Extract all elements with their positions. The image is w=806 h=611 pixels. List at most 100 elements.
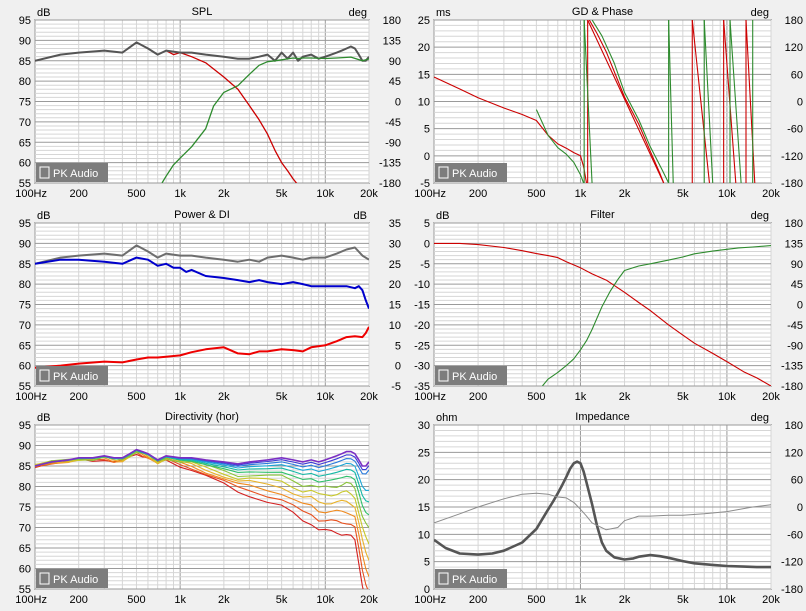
y2-tick-label: 30 [389, 238, 401, 250]
watermark-text: PK Audio [53, 574, 98, 586]
y2-tick-label: 135 [383, 35, 401, 47]
impedance-title: Impedance [575, 411, 629, 423]
pk-audio-watermark: PK Audio [435, 163, 507, 182]
y2-tick-label: -60 [787, 529, 803, 541]
y-tick-label: 85 [19, 461, 31, 473]
y2-tick-label: 0 [395, 97, 401, 109]
y2-tick-label: -90 [787, 340, 803, 352]
directivity-chart: Directivity (hor) dB 55 60 65 70 75 80 85 90 95 100… [15, 411, 378, 606]
y-tick-label: 20 [418, 475, 430, 487]
y-tick-label: -30 [414, 361, 430, 373]
gd-right-unit: deg [751, 7, 769, 19]
y2-tick-label: 180 [785, 15, 803, 27]
y2-tick-label: -120 [781, 557, 803, 569]
y2-tick-label: 120 [785, 447, 803, 459]
y-tick-label: 55 [19, 584, 31, 596]
y2-tick-label: 45 [791, 279, 803, 291]
y-tick-label: -25 [414, 340, 430, 352]
y2-tick-label: 20 [389, 279, 401, 291]
x-tick-label: 100Hz [15, 594, 47, 606]
x-tick-label: 20k [360, 391, 378, 403]
x-tick-label: 5k [677, 391, 689, 403]
x-tick-label: 2k [218, 188, 230, 200]
x-tick-label: 500 [527, 594, 545, 606]
spl-chart: SPL dB deg 55 60 65 70 75 80 85 90 95 -180 -135 -90 -45… [15, 6, 401, 200]
y2-tick-label: -180 [379, 178, 401, 190]
y-tick-label: 95 [19, 15, 31, 27]
watermark-text: PK Audio [452, 168, 497, 180]
y-tick-label: 10 [418, 529, 430, 541]
filter-right-unit: deg [751, 210, 769, 222]
y2-tick-label: -45 [787, 320, 803, 332]
phase-slope [703, 20, 714, 183]
x-tick-label: 2k [619, 391, 631, 403]
y-tick-label: 5 [424, 124, 430, 136]
impedance-series-group [434, 460, 771, 569]
x-tick-label: 20k [360, 594, 378, 606]
x-tick-label: 100Hz [414, 188, 446, 200]
y-tick-label: 85 [19, 259, 31, 271]
y-tick-label: 5 [424, 557, 430, 569]
x-tick-label: 500 [527, 188, 545, 200]
x-tick-label: 5k [276, 188, 288, 200]
y-tick-label: 55 [19, 381, 31, 393]
pk-audio-watermark: PK Audio [36, 366, 108, 385]
x-tick-label: 500 [527, 391, 545, 403]
gd-chart: GD & Phase ms deg -5 0 5 10 15 20 25 -180 -120 -60 0 6… [414, 6, 803, 200]
y-tick-label: 75 [19, 97, 31, 109]
y-tick-label: 5 [424, 218, 430, 230]
x-tick-label: 200 [70, 594, 88, 606]
y2-tick-label: -135 [781, 361, 803, 373]
x-tick-label: 500 [127, 594, 145, 606]
x-tick-label: 1k [575, 188, 587, 200]
y2-tick-label: 0 [395, 361, 401, 373]
phase-slope [745, 20, 756, 183]
x-tick-label: 100Hz [414, 391, 446, 403]
gd-series-2 [588, 20, 665, 183]
gd-series-group [434, 20, 756, 183]
y-tick-label: -5 [420, 259, 430, 271]
y-tick-label: 70 [19, 523, 31, 535]
y2-tick-label: 90 [791, 259, 803, 271]
x-tick-label: 10k [718, 391, 736, 403]
x-tick-label: 200 [70, 188, 88, 200]
power-series-group [35, 244, 369, 369]
gd-series-1 [535, 109, 585, 183]
filter-series-1 [541, 245, 771, 386]
y2-tick-label: 0 [797, 300, 803, 312]
phase-slope [583, 20, 593, 183]
speaker-logo-icon [39, 572, 50, 585]
y2-tick-label: 0 [797, 502, 803, 514]
power-title: Power & DI [174, 209, 230, 221]
y-tick-label: 0 [424, 584, 430, 596]
x-tick-label: 20k [762, 391, 780, 403]
y-tick-label: 75 [19, 502, 31, 514]
x-tick-label: 100Hz [414, 594, 446, 606]
y-tick-label: 80 [19, 279, 31, 291]
y2-tick-label: 45 [389, 76, 401, 88]
x-tick-label: 1k [174, 188, 186, 200]
filter-series-group [434, 242, 771, 386]
x-tick-label: 10k [316, 391, 334, 403]
y-tick-label: 75 [19, 300, 31, 312]
watermark-text: PK Audio [53, 168, 98, 180]
y-tick-label: -20 [414, 320, 430, 332]
y2-tick-label: 135 [785, 238, 803, 250]
x-tick-label: 5k [677, 188, 689, 200]
y-tick-label: 60 [19, 361, 31, 373]
x-tick-label: 5k [677, 594, 689, 606]
y2-tick-label: 180 [785, 218, 803, 230]
y2-tick-label: 120 [785, 42, 803, 54]
y2-tick-label: -60 [787, 124, 803, 136]
y2-tick-label: 35 [389, 218, 401, 230]
watermark-text: PK Audio [452, 574, 497, 586]
x-tick-label: 500 [127, 188, 145, 200]
y-tick-label: 85 [19, 56, 31, 68]
x-tick-label: 200 [469, 188, 487, 200]
y-tick-label: 80 [19, 76, 31, 88]
y2-tick-label: 25 [389, 259, 401, 271]
phase-slope [691, 20, 711, 183]
impedance-left-unit: ohm [436, 412, 457, 424]
spl-right-unit: deg [349, 7, 367, 19]
